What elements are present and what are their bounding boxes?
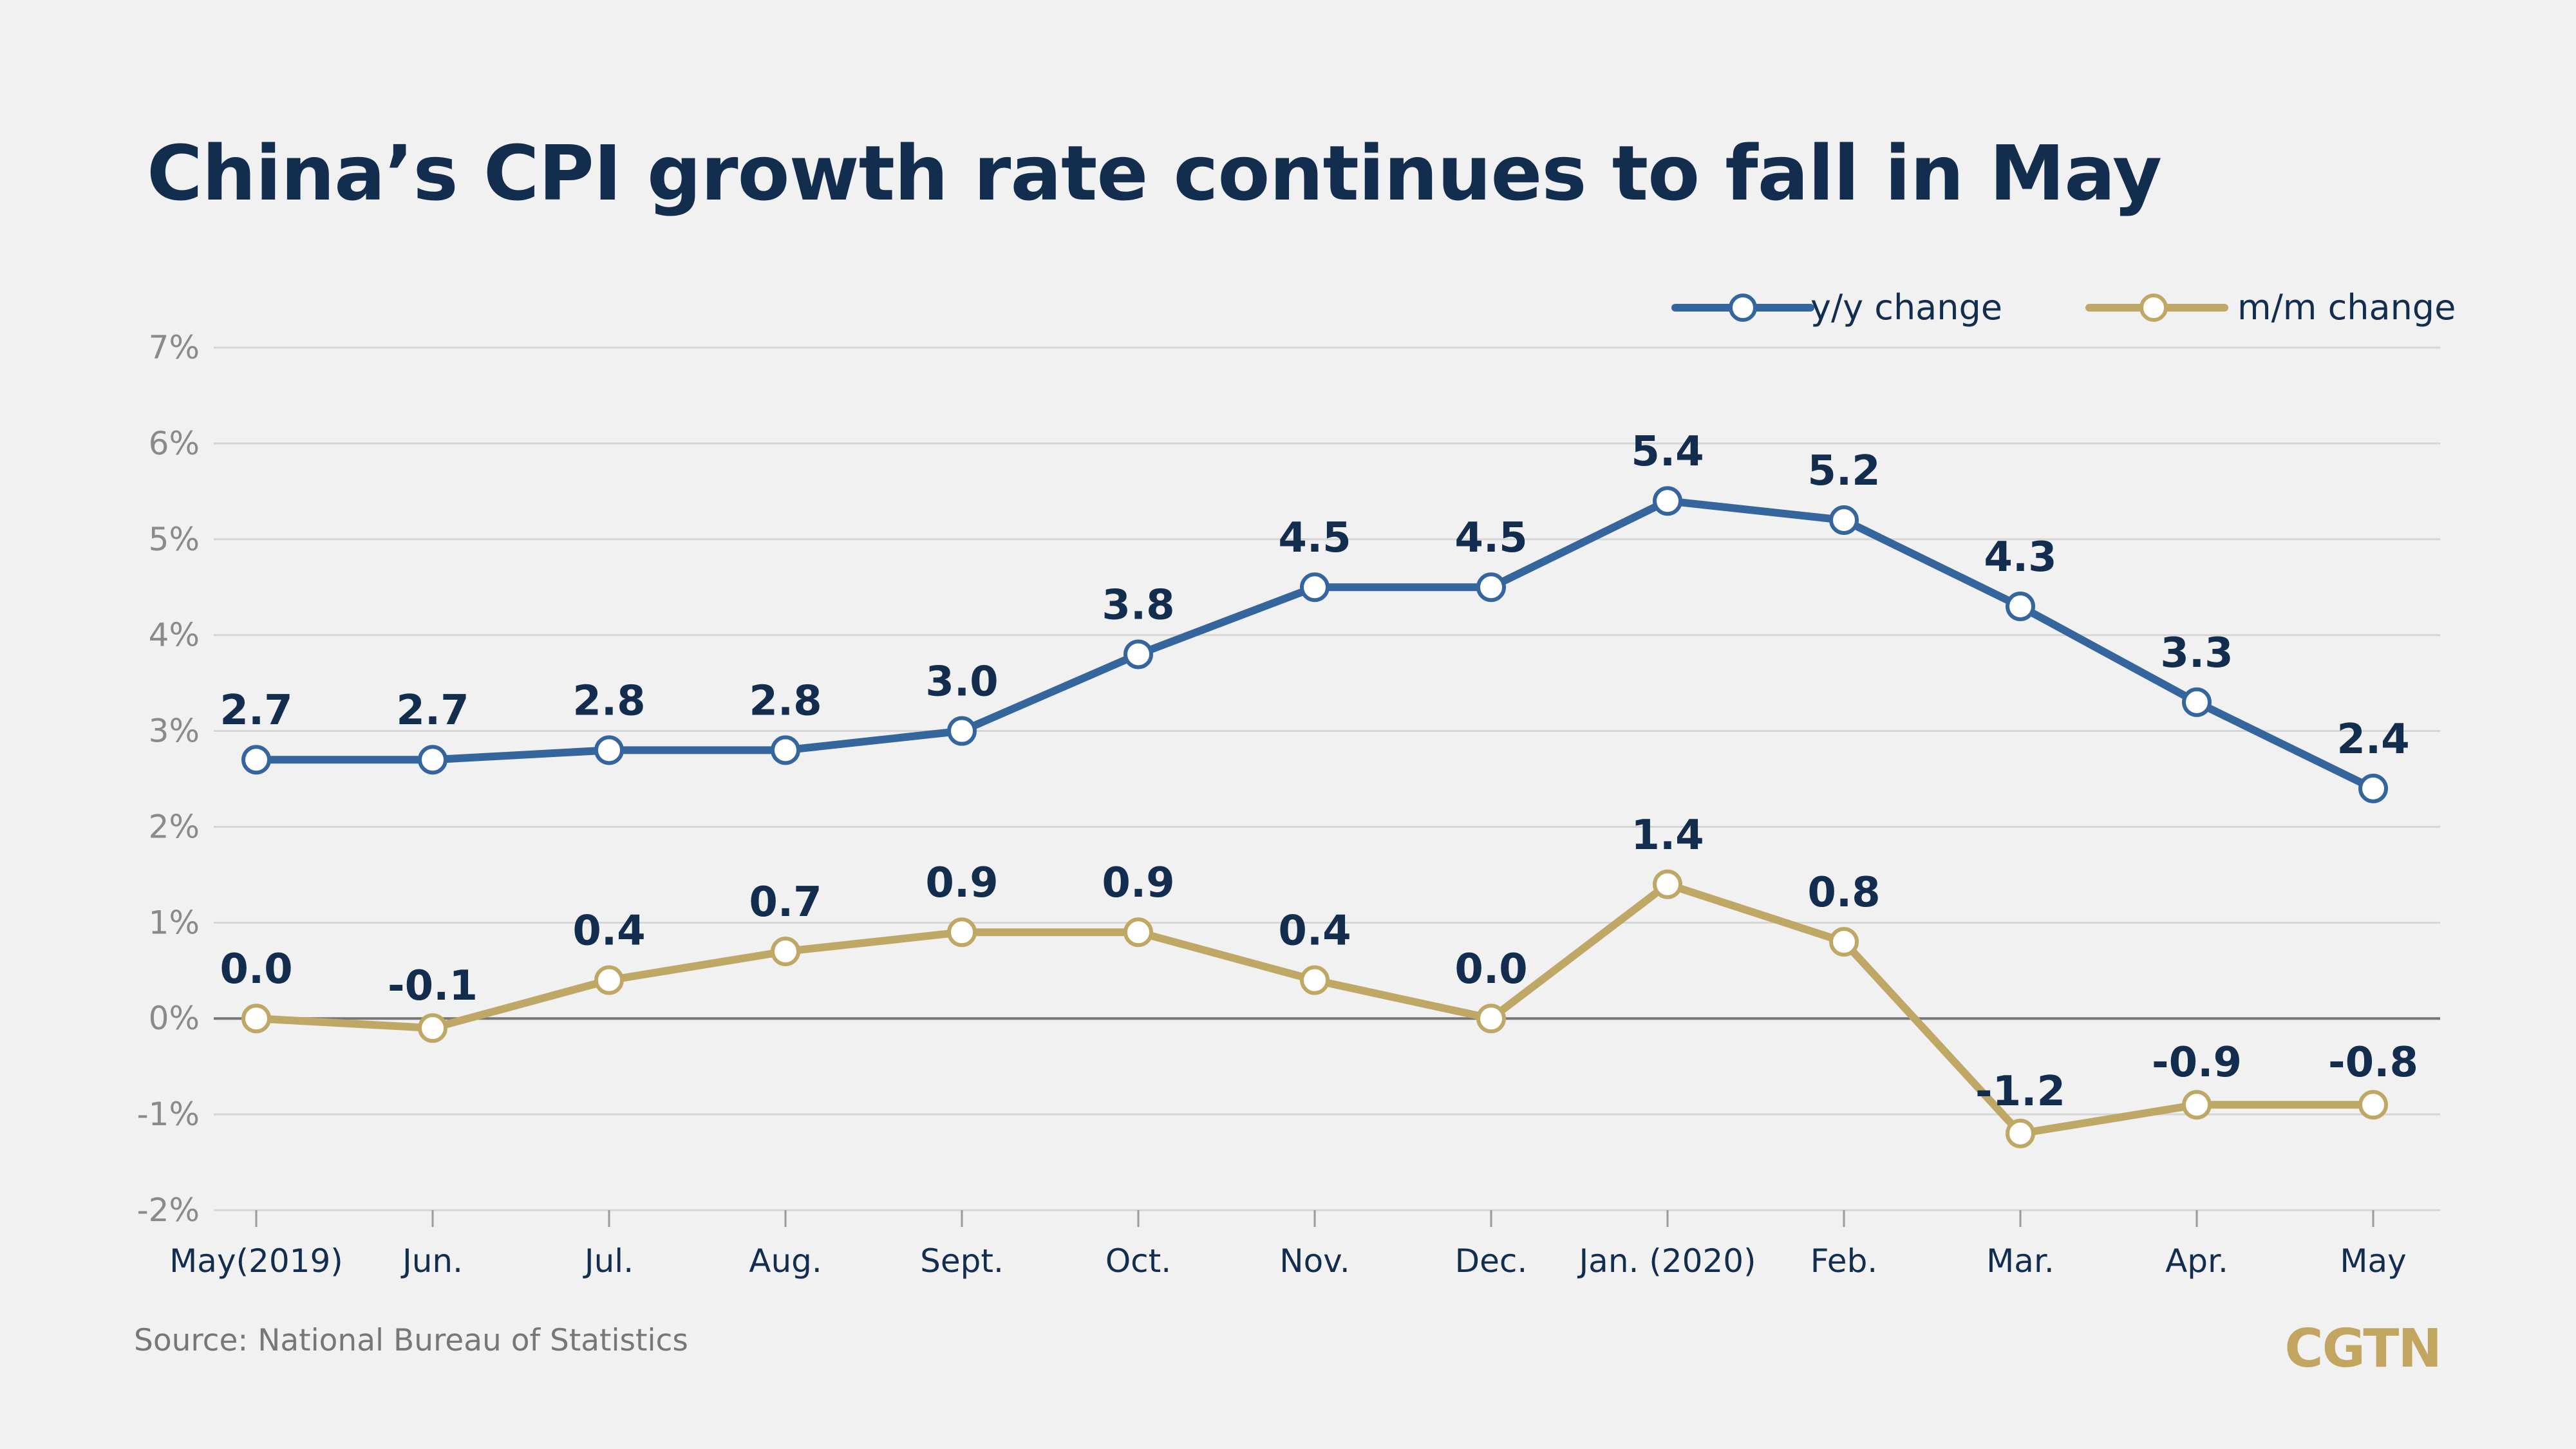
data-label: 2.8 xyxy=(749,677,822,725)
data-label: 0.0 xyxy=(1454,946,1527,993)
data-point xyxy=(1476,572,1506,603)
data-point xyxy=(1476,1004,1506,1034)
y-tick-label: 6% xyxy=(149,425,200,462)
x-tick-label: Nov. xyxy=(1279,1242,1350,1280)
x-tick-label: Mar. xyxy=(1986,1242,2054,1280)
data-label: 0.4 xyxy=(1278,908,1351,955)
x-tick-label: Jan. (2020) xyxy=(1577,1242,1756,1280)
y-tick-label: 3% xyxy=(149,713,200,750)
data-point xyxy=(1653,486,1682,516)
legend-item-mm: m/m change xyxy=(2085,287,2456,328)
series-layer xyxy=(241,486,2388,1148)
data-point xyxy=(241,745,271,775)
x-tick-label: Jun. xyxy=(400,1242,463,1280)
data-label: 3.8 xyxy=(1102,581,1174,629)
data-point xyxy=(1123,639,1153,669)
chart-title: China’s CPI growth rate continues to fal… xyxy=(147,129,2162,218)
axis-layer: 7% 6% 5% 4% 3% 2% 1% 0% -1% -2% May(2019) Jun. Jul. A… xyxy=(137,329,2407,1280)
data-label: 5.4 xyxy=(1631,428,1704,476)
data-label: 0.4 xyxy=(572,908,645,955)
x-tick-label: Feb. xyxy=(1810,1242,1877,1280)
y-tick-label: -2% xyxy=(137,1192,200,1229)
data-point xyxy=(2182,687,2212,717)
y-tick-label: -1% xyxy=(137,1096,200,1133)
data-point xyxy=(771,937,800,966)
data-label: 4.3 xyxy=(1984,534,2056,581)
data-label: 0.9 xyxy=(1102,859,1174,907)
data-point xyxy=(1123,917,1153,948)
data-label: 3.3 xyxy=(2160,630,2233,677)
data-point xyxy=(947,716,977,746)
x-tick-label: Jul. xyxy=(583,1242,634,1280)
data-label: -0.1 xyxy=(388,962,478,1010)
data-point xyxy=(1653,869,1682,899)
data-point xyxy=(2358,1090,2388,1120)
data-point xyxy=(2006,1118,2035,1148)
legend: y/y change m/m change xyxy=(1671,287,2456,328)
grid-layer xyxy=(214,346,2440,1211)
legend-label: m/m change xyxy=(2237,287,2456,328)
data-point xyxy=(2358,773,2388,803)
data-label: 1.4 xyxy=(1631,812,1704,859)
data-label: 0.7 xyxy=(749,879,822,926)
y-tick-label: 4% xyxy=(149,617,200,654)
x-tick-label: Apr. xyxy=(2165,1242,2228,1280)
data-point xyxy=(1300,572,1330,603)
data-label: -0.9 xyxy=(2152,1039,2242,1087)
data-label: 5.2 xyxy=(1807,447,1880,495)
y-tick-label: 2% xyxy=(149,808,200,845)
data-point xyxy=(594,965,624,995)
data-label: -0.8 xyxy=(2328,1039,2418,1087)
data-label: 0.8 xyxy=(1807,869,1880,917)
data-label: 4.5 xyxy=(1278,514,1351,562)
data-point xyxy=(1829,505,1859,535)
legend-swatch-marker xyxy=(2139,294,2168,322)
data-label: 2.7 xyxy=(220,687,292,734)
legend-label: y/y change xyxy=(1810,287,2002,328)
data-point xyxy=(2182,1090,2212,1120)
data-label: 4.5 xyxy=(1454,514,1527,562)
legend-item-yy: y/y change xyxy=(1671,287,2002,328)
y-tick-label: 5% xyxy=(149,521,200,558)
y-tick-label: 7% xyxy=(149,329,200,366)
data-point xyxy=(2006,592,2035,621)
data-point xyxy=(1829,927,1859,957)
data-point xyxy=(594,735,624,765)
source-note: Source: National Bureau of Statistics xyxy=(134,1323,688,1358)
x-tick-label: Oct. xyxy=(1105,1242,1171,1280)
data-label: 2.8 xyxy=(572,677,645,725)
y-tick-label: 1% xyxy=(149,904,200,941)
data-label: 0.9 xyxy=(925,859,998,907)
data-point xyxy=(241,1004,271,1034)
data-point xyxy=(771,735,800,765)
y-tick-label: 0% xyxy=(149,1000,200,1037)
data-label: 3.0 xyxy=(925,659,998,706)
data-point xyxy=(1300,965,1330,995)
data-label-layer: 2.7 2.7 2.8 2.8 3.0 3.8 4.5 4.5 5.4 5.2 4.3 3.3 2.4 0… xyxy=(220,428,2418,1116)
legend-swatch-marker xyxy=(1729,294,1757,322)
data-point xyxy=(418,1013,447,1043)
data-label: 2.7 xyxy=(396,687,469,734)
x-tick-label: May(2019) xyxy=(169,1242,343,1280)
data-label: -1.2 xyxy=(1975,1068,2065,1116)
data-point xyxy=(947,917,977,948)
x-tick-label: Sept. xyxy=(920,1242,1004,1280)
x-tick-label: Aug. xyxy=(749,1242,822,1280)
x-tick-label: Dec. xyxy=(1455,1242,1528,1280)
data-point xyxy=(418,745,447,775)
x-tick-label: May xyxy=(2340,1242,2406,1280)
data-label: 2.4 xyxy=(2336,716,2409,763)
brand-logo: CGTN xyxy=(2284,1318,2442,1379)
data-label: 0.0 xyxy=(220,946,292,993)
